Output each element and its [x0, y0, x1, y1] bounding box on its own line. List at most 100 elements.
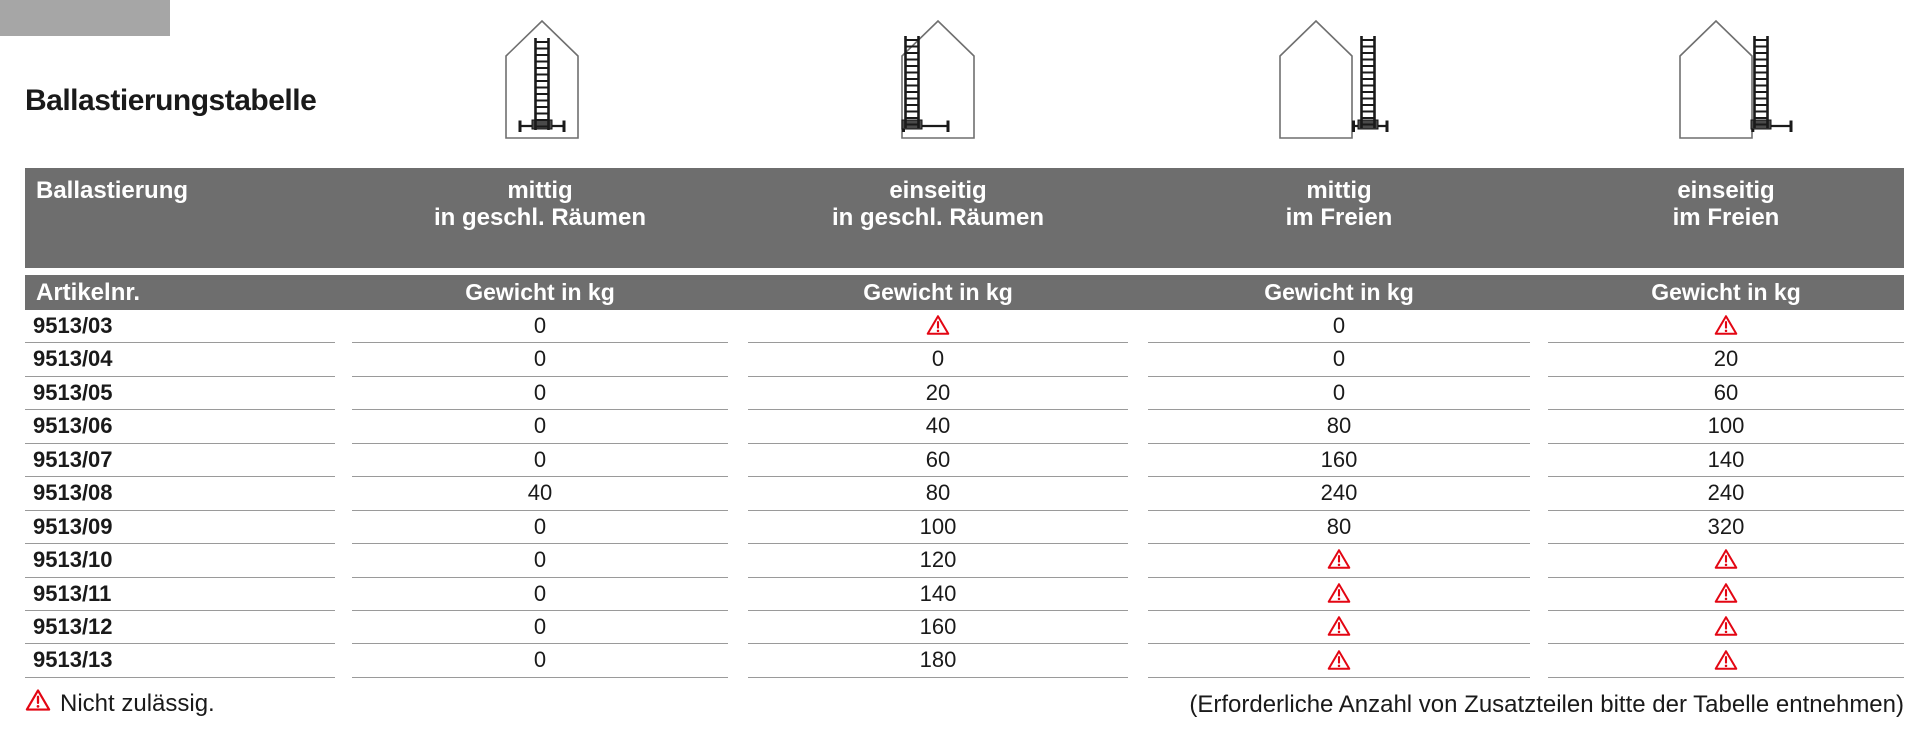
column-header-einseitig-freien: einseitig im Freien	[1548, 177, 1904, 231]
footer-note: (Erforderliche Anzahl von Zusatzteilen b…	[1189, 691, 1904, 718]
table-row: 9513/09 0 100 80 320	[25, 511, 1904, 545]
column-header-line1: einseitig	[1677, 177, 1775, 204]
column-header-line2: im Freien	[1285, 204, 1393, 231]
value-cell: 0	[352, 310, 728, 344]
value-cell: 0	[352, 611, 728, 645]
table-row: 9513/08 40 80 240 240	[25, 477, 1904, 511]
value-cell: 140	[748, 578, 1128, 611]
article-cell: 9513/12	[25, 611, 335, 645]
legend-not-permitted: Nicht zulässig.	[25, 688, 215, 719]
value-cell: 0	[352, 511, 728, 545]
value-cell: 120	[748, 544, 1128, 578]
table-row: 9513/12 0 160	[25, 611, 1904, 645]
value-cell: 0	[352, 410, 728, 444]
table-row: 9513/05 0 20 0 60	[25, 377, 1904, 411]
value-cell: 80	[1148, 511, 1530, 545]
legend-text: Nicht zulässig.	[60, 689, 215, 717]
article-cell: 9513/11	[25, 578, 335, 611]
value-cell	[1548, 310, 1904, 344]
value-cell: 100	[748, 511, 1128, 545]
column-header-line2: im Freien	[1672, 204, 1780, 231]
value-cell: 0	[352, 544, 728, 578]
article-cell: 9513/05	[25, 377, 335, 411]
value-cell: 60	[1548, 377, 1904, 411]
warning-triangle-icon	[1714, 547, 1738, 572]
article-cell: 9513/06	[25, 410, 335, 444]
value-cell: 0	[1148, 310, 1530, 344]
value-cell: 0	[352, 377, 728, 411]
table-header-band: Ballastierung mittig in geschl. Räumen ei…	[25, 168, 1904, 268]
article-cell: 9513/09	[25, 511, 335, 545]
article-cell: 9513/08	[25, 477, 335, 511]
warning-triangle-icon	[1714, 614, 1738, 639]
column-header-line1: mittig	[507, 177, 573, 204]
value-cell	[1148, 578, 1530, 611]
value-cell: 40	[352, 477, 728, 511]
value-cell	[1548, 578, 1904, 611]
value-cell: 0	[1148, 377, 1530, 411]
unit-header: Gewicht in kg	[1264, 279, 1414, 305]
column-header-line1: mittig	[1306, 177, 1372, 204]
article-number-header: Artikelnr.	[36, 279, 141, 306]
table-subheader-band: Artikelnr. Gewicht in kg Gewicht in kg G…	[25, 275, 1904, 310]
value-cell: 40	[748, 410, 1128, 444]
value-cell: 0	[352, 578, 728, 611]
value-cell: 20	[1548, 343, 1904, 377]
house-ladder-leaning-indoor-icon	[883, 16, 993, 145]
table-row: 9513/07 0 60 160 140	[25, 444, 1904, 478]
column-header-mittig-geschlossen: mittig in geschl. Räumen	[352, 177, 728, 231]
value-cell: 140	[1548, 444, 1904, 478]
warning-triangle-icon	[1327, 614, 1351, 639]
value-cell: 80	[1148, 410, 1530, 444]
table-row: 9513/03 0 0	[25, 310, 1904, 344]
value-cell: 60	[748, 444, 1128, 478]
value-cell	[1148, 611, 1530, 645]
article-cell: 9513/07	[25, 444, 335, 478]
value-cell: 160	[1148, 444, 1530, 478]
house-ladder-leaning-outdoor-icon	[1674, 16, 1804, 145]
warning-triangle-icon	[1714, 647, 1738, 672]
value-cell: 0	[352, 343, 728, 377]
page-title: Ballastierungstabelle	[25, 84, 317, 117]
value-cell: 20	[748, 377, 1128, 411]
warning-triangle-icon	[1327, 581, 1351, 606]
column-header-einseitig-geschlossen: einseitig in geschl. Räumen	[748, 177, 1128, 231]
warning-triangle-icon	[1714, 313, 1738, 338]
value-cell	[1548, 544, 1904, 578]
article-cell: 9513/10	[25, 544, 335, 578]
value-cell: 0	[352, 644, 728, 678]
value-cell: 0	[352, 444, 728, 478]
column-header-mittig-freien: mittig im Freien	[1148, 177, 1530, 231]
unit-header: Gewicht in kg	[863, 279, 1013, 305]
value-cell	[1548, 611, 1904, 645]
article-cell: 9513/13	[25, 644, 335, 678]
unit-header: Gewicht in kg	[1651, 279, 1801, 305]
warning-triangle-icon	[25, 688, 51, 719]
value-cell	[1148, 644, 1530, 678]
warning-triangle-icon	[1327, 547, 1351, 572]
corner-label: Ballastierung	[36, 177, 189, 204]
scan-artifact	[0, 0, 170, 36]
value-cell: 0	[748, 343, 1128, 377]
value-cell: 160	[748, 611, 1128, 645]
value-cell: 0	[1148, 343, 1530, 377]
column-header-line2: in geschl. Räumen	[831, 204, 1045, 231]
warning-triangle-icon	[926, 313, 950, 338]
warning-triangle-icon	[1327, 647, 1351, 672]
value-cell: 80	[748, 477, 1128, 511]
value-cell: 320	[1548, 511, 1904, 545]
value-cell: 240	[1548, 477, 1904, 511]
value-cell	[1148, 544, 1530, 578]
table-row: 9513/06 0 40 80 100	[25, 410, 1904, 444]
table-row: 9513/10 0 120	[25, 544, 1904, 578]
house-ladder-centered-outdoor-icon	[1274, 16, 1404, 145]
table-rows: 9513/03 0 0 9513/04 0 0 0 20 9513/05 0 2…	[25, 310, 1904, 678]
article-cell: 9513/04	[25, 343, 335, 377]
column-header-line1: einseitig	[889, 177, 987, 204]
warning-triangle-icon	[1714, 581, 1738, 606]
value-cell	[748, 310, 1128, 344]
unit-header: Gewicht in kg	[465, 279, 615, 305]
table-row: 9513/13 0 180	[25, 644, 1904, 678]
table-row: 9513/11 0 140	[25, 578, 1904, 611]
value-cell: 240	[1148, 477, 1530, 511]
